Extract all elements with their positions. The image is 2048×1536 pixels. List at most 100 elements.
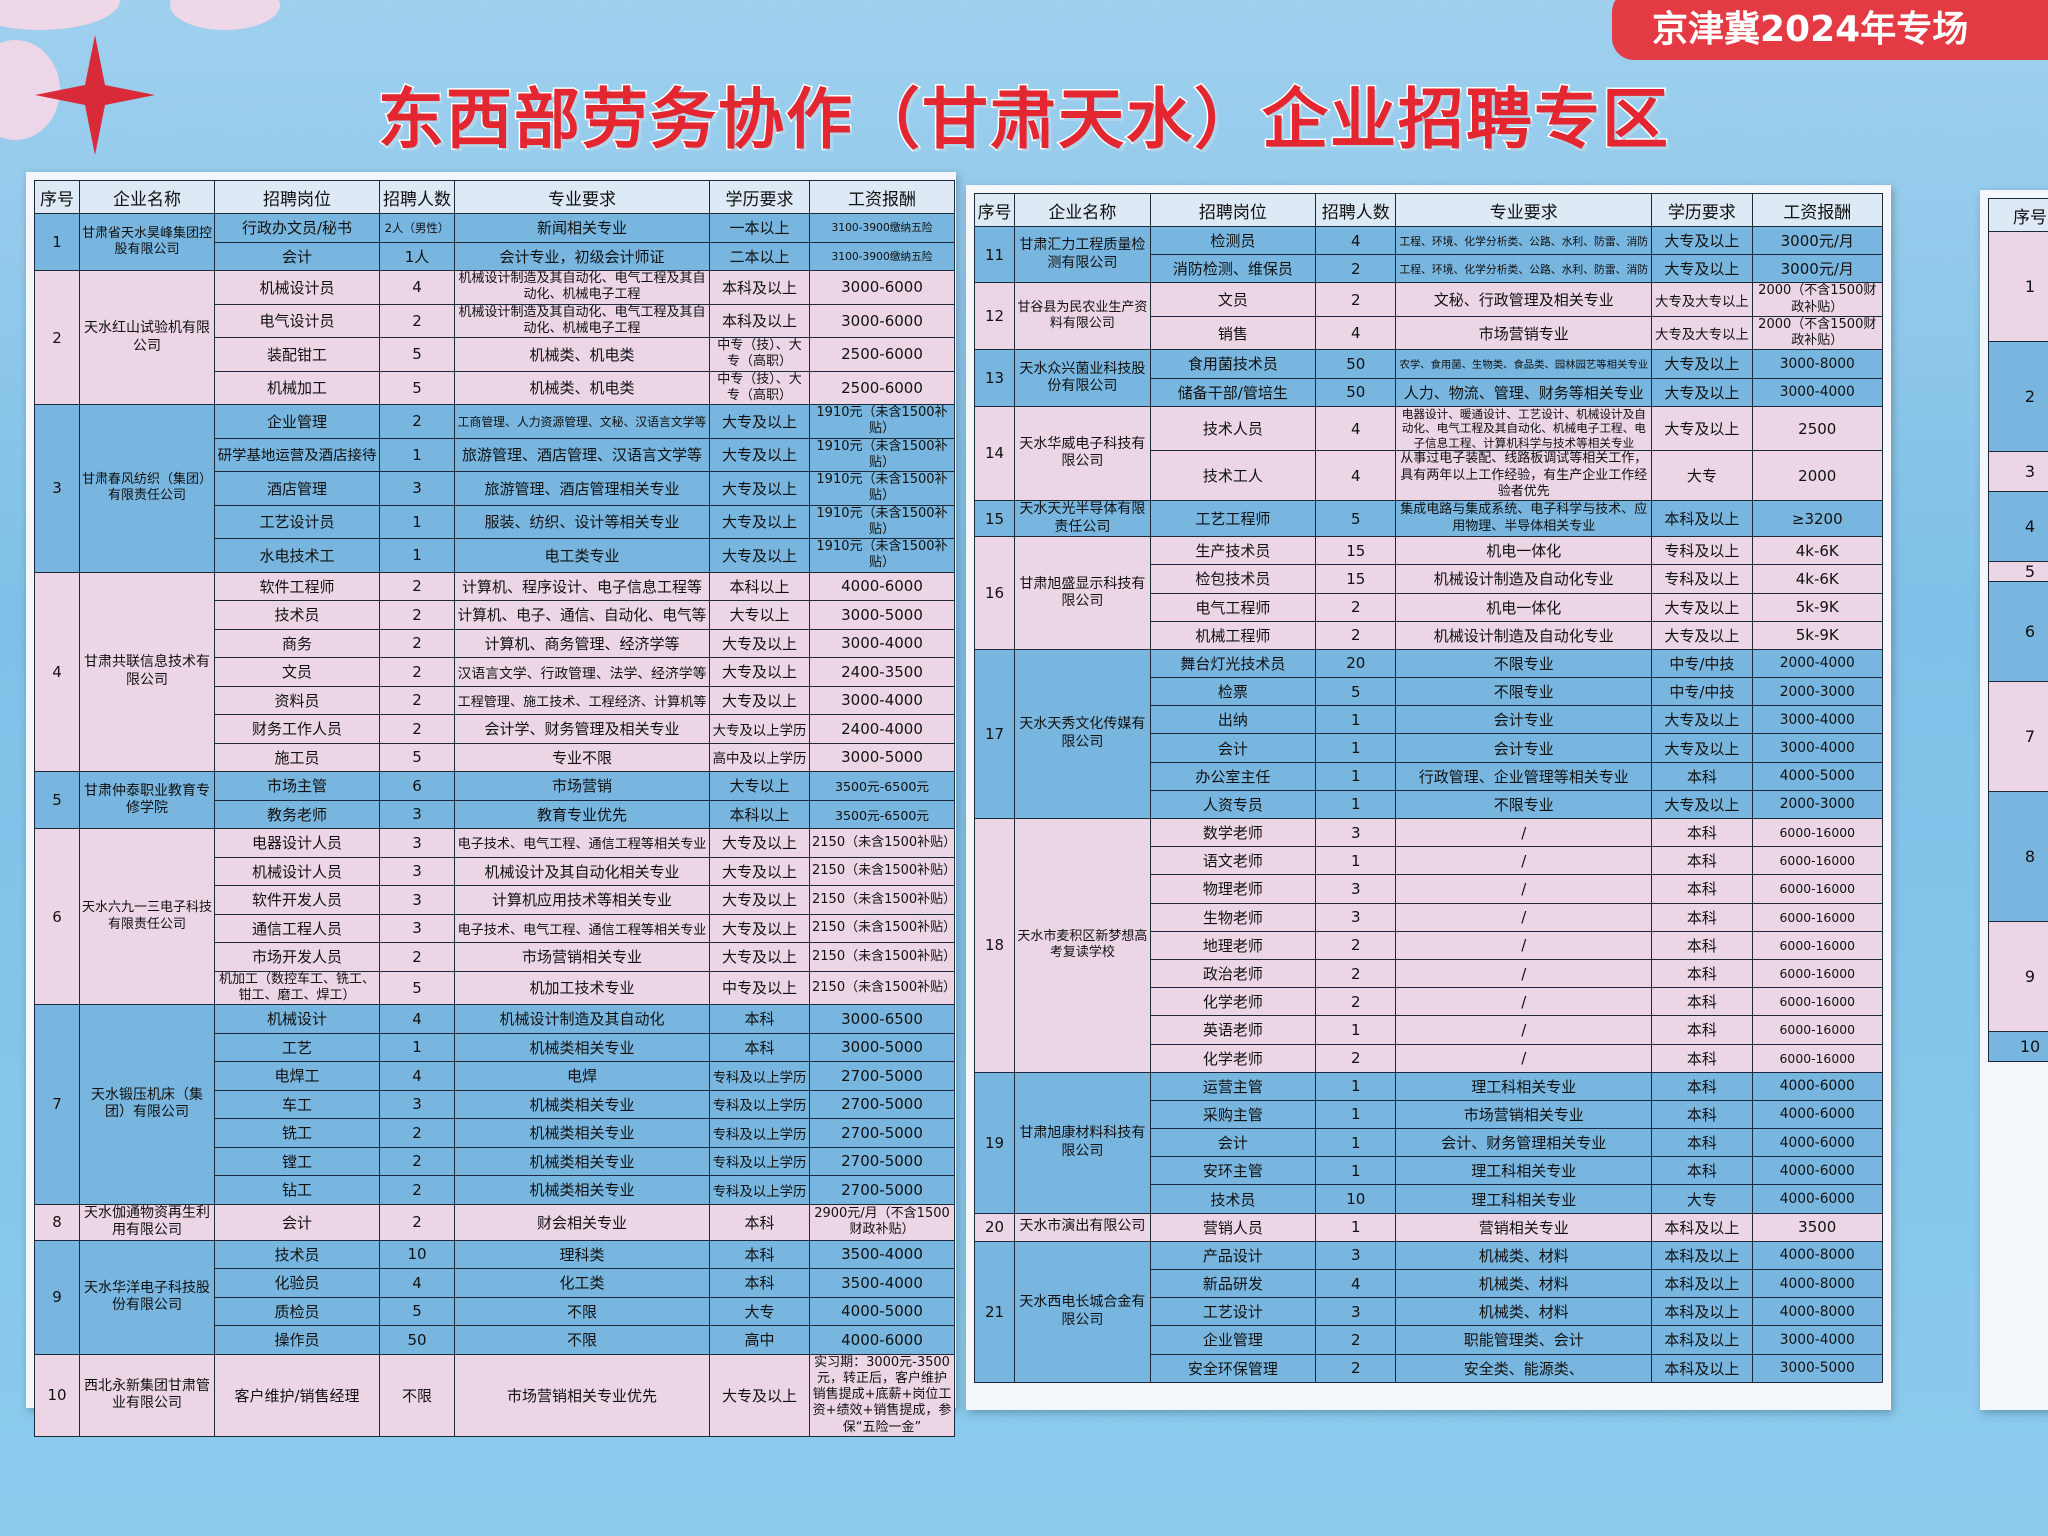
salary: 2400-4000	[809, 714, 955, 744]
job-title: 财务工作人员	[214, 714, 380, 744]
job-title: 工艺设计员	[214, 504, 380, 539]
major: 理工科相关专业	[1395, 1184, 1653, 1214]
job-title: 企业管理	[214, 404, 380, 439]
major: 行政管理、企业管理等相关专业	[1395, 761, 1653, 791]
education: 大专及以上	[709, 471, 810, 506]
job-title: 数学老师	[1149, 818, 1317, 848]
education: 本科	[1651, 761, 1753, 791]
company-no: 7	[34, 1004, 80, 1205]
column-header: 招聘人数	[379, 180, 455, 214]
major: 机电一体化	[1395, 536, 1653, 566]
job-title: 研学基地运营及酒店接待	[214, 437, 380, 472]
company-name: 天水市麦积区新梦想高考复读学校	[1014, 818, 1151, 1073]
job-title: 技术员	[214, 1239, 380, 1269]
education: 大专及以上	[709, 913, 810, 943]
education: 大专及以上	[1651, 705, 1753, 735]
company-no: 10	[1988, 1031, 2048, 1062]
job-row: 3	[1988, 451, 2048, 492]
job-count: 2	[379, 600, 455, 630]
education: 高中	[709, 1325, 810, 1355]
major: 计算机、程序设计、电子信息工程等	[454, 571, 710, 601]
salary: 2150（未含1500补贴）	[809, 885, 955, 915]
major: 机械设计及其自动化相关专业	[454, 856, 710, 886]
job-title: 会计	[214, 1203, 380, 1241]
major: 电子技术、电气工程、通信工程等相关专业	[454, 913, 710, 943]
major: 工程、环境、化学分析类、公路、水利、防雷、消防	[1395, 225, 1653, 256]
column-header: 学历要求	[1651, 193, 1753, 227]
job-row: 4 甘肃共联信息技术有限公司 软件工程师 2 计算机、程序设计、电子信息工程等 本科以上 4…	[34, 571, 955, 772]
job-row: 6	[1988, 581, 2048, 682]
major: 计算机应用技术等相关专业	[454, 885, 710, 915]
company-name: 天水六九一三电子科技有限责任公司	[79, 828, 215, 1005]
major: 市场营销相关专业	[454, 942, 710, 972]
company-name: 甘谷县为民农业生产资料有限公司	[1014, 282, 1151, 351]
major: 电子技术、电气工程、通信工程等相关专业	[454, 828, 710, 858]
job-title: 食用菌技术员	[1149, 349, 1317, 379]
major: 机械类相关专业	[454, 1089, 710, 1119]
job-title: 储备干部/管培生	[1149, 377, 1317, 407]
job-title: 文员	[214, 657, 380, 687]
major: 工商管理、人力资源管理、文秘、汉语言文学等	[454, 404, 710, 439]
third-board: 序号 1 2 3 4 5 6 7 8 9 10	[1980, 190, 2048, 1410]
job-row: 7	[1988, 681, 2048, 792]
company-name: 甘肃共联信息技术有限公司	[79, 571, 215, 772]
job-row: 酒店管理 3 旅游管理、酒店管理相关专业 大专及以上 1910元（未含1500补贴）	[35, 471, 955, 506]
major: 从事过电子装配、线路板调试等相关工作，具有两年以上工作经验，有生产企业工作经验者…	[1395, 450, 1653, 502]
job-row: 化验员 4 化工类 本科 3500-4000	[35, 1268, 955, 1298]
job-row: 8	[1988, 791, 2048, 922]
salary: 4000-6000	[1751, 1099, 1884, 1130]
job-row: 资料员 2 工程管理、施工技术、工程经济、计算机等 大专及以上 3000-4000	[35, 685, 955, 715]
education: 大专及以上	[709, 437, 810, 472]
job-title: 机械工程师	[1149, 620, 1317, 650]
company-no: 19	[973, 1071, 1016, 1214]
salary: 5k-9K	[1751, 592, 1884, 622]
company-name: 天水市演出有限公司	[1014, 1212, 1151, 1242]
job-count: 3	[1315, 1240, 1397, 1271]
education: 本科及以上	[1651, 1269, 1753, 1299]
salary: 3500元-6500元	[809, 799, 955, 829]
major: 安全类、能源类、	[1395, 1353, 1653, 1383]
major: 不限专业	[1395, 648, 1653, 679]
job-title: 会计	[1149, 1128, 1317, 1158]
company-name: 天水伽通物资再生利用有限公司	[79, 1203, 215, 1241]
major: 工程管理、施工技术、工程经济、计算机等	[454, 685, 710, 715]
company-no: 8	[1988, 791, 2048, 922]
company-no: 12	[973, 282, 1016, 351]
job-row: 9	[1988, 921, 2048, 1032]
education: 中专/中技	[1651, 648, 1753, 679]
job-title: 电气工程师	[1149, 592, 1317, 622]
job-row: 安全环保管理 2 安全类、能源类、 本科及以上 3000-5000	[975, 1353, 1884, 1383]
company-no: 16	[973, 536, 1016, 650]
salary: 2400-3500	[809, 657, 955, 687]
education: 本科及以上	[1651, 1297, 1753, 1327]
column-header: 专业要求	[1395, 193, 1653, 227]
job-count: 4	[1315, 405, 1397, 452]
job-row: 工艺 1 机械类相关专业 本科 3000-5000	[35, 1032, 955, 1062]
major: 职能管理类、会计	[1395, 1325, 1653, 1355]
job-row: 销售 4 市场营销专业 大专及大专以上 2000（不含1500财政补贴）	[975, 315, 1884, 351]
job-title: 化验员	[214, 1268, 380, 1298]
job-row: 会计 1 会计专业 大专及以上 3000-4000	[975, 733, 1884, 763]
company-no: 10	[34, 1353, 80, 1437]
job-count: 2	[379, 657, 455, 687]
education: 高中及以上学历	[709, 742, 810, 772]
salary: 2150（未含1500补贴）	[809, 942, 955, 972]
education: 大专及以上学历	[709, 714, 810, 744]
major: 理科类	[454, 1239, 710, 1269]
major: 不限	[454, 1296, 710, 1326]
job-title: 工艺工程师	[1149, 500, 1317, 538]
job-count: 4	[1315, 315, 1397, 351]
job-row: 教务老师 3 教育专业优先 本科以上 3500元-6500元	[35, 799, 955, 829]
job-row: 18 天水市麦积区新梦想高考复读学校 数学老师 3/本科 6000-16000	[973, 818, 1884, 1073]
job-row: 机械加工 5 机械类、机电类 中专（技）、大专（高职） 2500-6000	[35, 370, 955, 405]
major: 计算机、电子、通信、自动化、电气等	[454, 600, 710, 630]
salary: 4000-6000	[1751, 1184, 1884, 1214]
job-title: 操作员	[214, 1325, 380, 1355]
column-header: 学历要求	[709, 180, 810, 214]
salary: 3000元/月	[1751, 225, 1884, 256]
job-count: 3	[1315, 1297, 1397, 1327]
education: 本科及以上	[1651, 1325, 1753, 1355]
job-row: 水电技术工 1 电工类专业 大专及以上 1910元（未含1500补贴）	[35, 538, 955, 573]
education: 一本以上	[709, 213, 810, 243]
job-count: 3	[379, 913, 455, 943]
